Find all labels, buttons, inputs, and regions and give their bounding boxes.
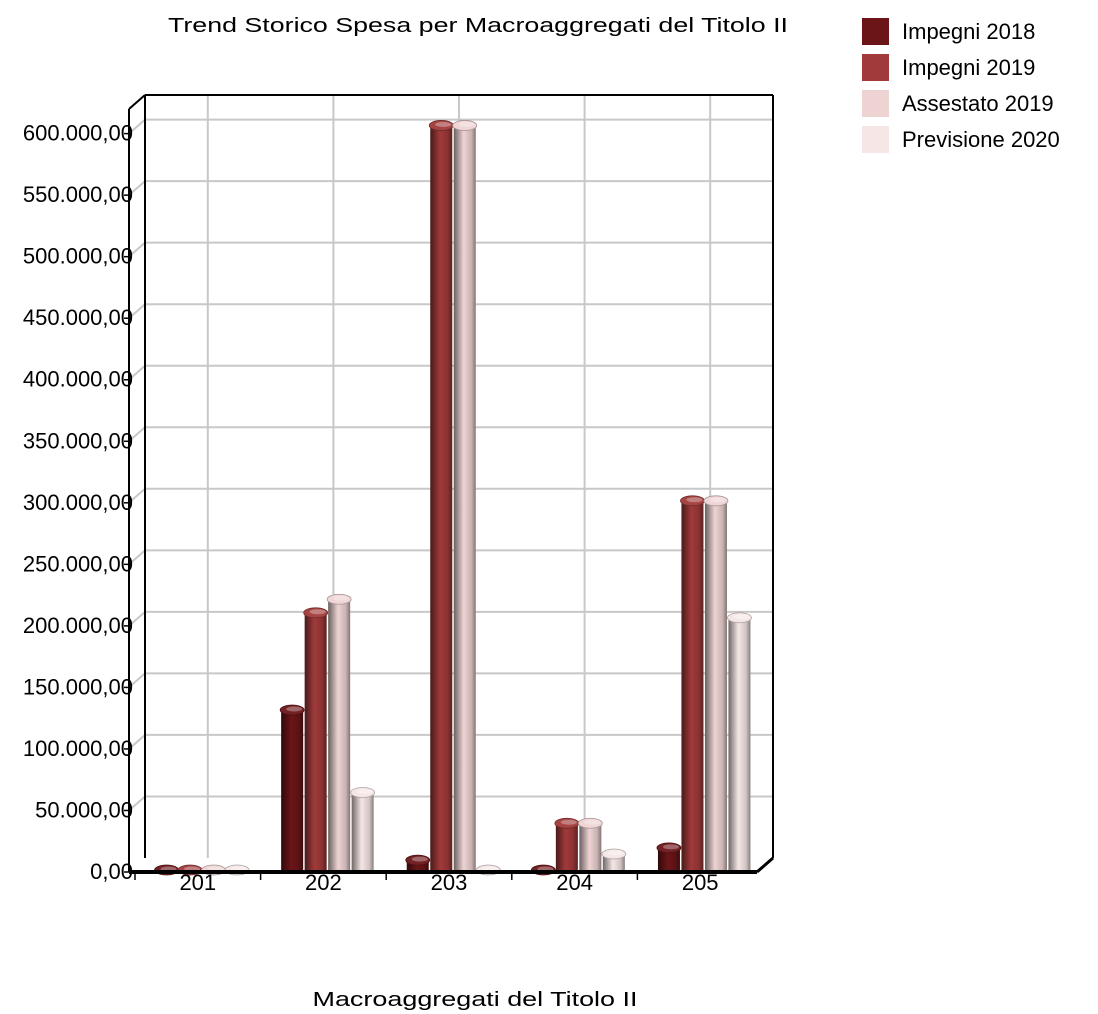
- bar-body: [281, 710, 304, 870]
- bar-body: [304, 612, 327, 870]
- bar-body: [328, 599, 351, 870]
- bar-body: [657, 847, 680, 870]
- legend-swatch: [862, 18, 889, 45]
- y-gridline-depth: [128, 549, 146, 566]
- y-gridline-depth: [128, 672, 146, 689]
- bar-cap-highlight: [458, 121, 475, 127]
- bar-body: [704, 500, 727, 870]
- legend-label: Previsione 2020: [902, 127, 1060, 152]
- legend-swatch: [862, 90, 889, 117]
- x-tick-label: 204: [556, 870, 593, 895]
- chart-title: Trend Storico Spesa per Macroaggregati d…: [168, 15, 788, 37]
- y-tick-label: 300.000,00: [23, 490, 133, 515]
- bar-cap-highlight: [607, 850, 624, 856]
- x-axis: 201 202 203 204 205: [134, 870, 719, 895]
- bar-cap-highlight: [686, 497, 703, 503]
- x-tick-label: 203: [431, 870, 468, 895]
- y-gridline-depth: [128, 180, 146, 196]
- y-axis: 0,0050.000,00100.000,00150.000,00200.000…: [23, 121, 133, 884]
- frame-depth-top: [128, 94, 146, 110]
- bar: [452, 120, 478, 871]
- bar-cap-highlight: [333, 595, 350, 601]
- bar: [554, 817, 580, 870]
- legend-label: Impegni 2018: [902, 19, 1035, 44]
- bar-cap-highlight: [733, 614, 750, 620]
- bar-body: [555, 823, 578, 870]
- y-gridline-depth: [128, 426, 146, 443]
- legend-item: Impegni 2018: [862, 18, 1035, 45]
- bar: [279, 704, 305, 870]
- y-tick-label: 600.000,00: [23, 121, 133, 146]
- legend-label: Impegni 2019: [902, 55, 1035, 80]
- y-gridline-depth: [128, 118, 146, 135]
- bar-cap-highlight: [709, 497, 726, 503]
- bar-cap-highlight: [286, 706, 303, 712]
- bar-body: [681, 500, 704, 870]
- bar-cap-highlight: [662, 844, 679, 850]
- bar-cap-highlight: [435, 121, 452, 127]
- chart-bars: [154, 120, 752, 876]
- bar: [350, 787, 376, 870]
- y-tick-label: 500.000,00: [23, 244, 133, 269]
- y-gridline-depth: [128, 795, 146, 812]
- y-tick-label: 100.000,00: [23, 736, 133, 761]
- bar-cap-highlight: [560, 819, 577, 825]
- frame-floor-right: [756, 856, 774, 874]
- y-tick-label: 150.000,00: [23, 674, 133, 699]
- y-gridline-depth: [128, 488, 146, 504]
- bar-cap-highlight: [356, 788, 373, 794]
- y-tick-label: 350.000,00: [23, 428, 133, 453]
- legend-swatch: [862, 54, 889, 81]
- chart-frame: [128, 94, 774, 874]
- bar-body: [579, 823, 602, 870]
- bar: [656, 842, 682, 870]
- bar: [727, 612, 752, 870]
- bar-body: [430, 125, 453, 871]
- x-tick-label: 202: [305, 870, 342, 895]
- bar: [680, 495, 705, 870]
- x-axis-label: Macroaggregati del Titolo II: [313, 989, 638, 1011]
- bar: [428, 120, 454, 871]
- y-tick-label: 400.000,00: [23, 367, 133, 392]
- bar: [601, 848, 627, 870]
- y-tick-label: 550.000,00: [23, 182, 133, 207]
- y-gridline-depth: [128, 611, 146, 627]
- y-tick-label: 250.000,00: [23, 551, 133, 576]
- y-tick-label: 200.000,00: [23, 613, 133, 638]
- bar: [577, 817, 603, 870]
- bar-body: [728, 617, 751, 870]
- legend-item: Assestato 2019: [862, 90, 1054, 117]
- y-tick-label: 450.000,00: [23, 305, 133, 330]
- legend-item: Impegni 2019: [862, 54, 1035, 81]
- bar: [303, 607, 329, 870]
- bar-cap-highlight: [411, 856, 428, 862]
- bar-cap-highlight: [584, 819, 601, 825]
- bar: [326, 593, 352, 870]
- y-tick-label: 50.000,00: [35, 797, 133, 822]
- x-tick-label: 201: [179, 870, 216, 895]
- legend-label: Assestato 2019: [902, 91, 1054, 116]
- legend-item: Previsione 2020: [862, 126, 1060, 153]
- x-tick-label: 205: [682, 870, 719, 895]
- y-gridline-depth: [128, 364, 146, 381]
- y-gridline-depth: [128, 241, 146, 258]
- bar-body: [453, 125, 476, 871]
- bar: [405, 854, 431, 870]
- legend-swatch: [862, 126, 889, 153]
- y-gridline-depth: [128, 734, 146, 750]
- bar: [703, 495, 729, 870]
- y-gridline-depth: [128, 303, 146, 319]
- chart-legend: Impegni 2018 Impegni 2019 Assestato 2019 Pr…: [862, 18, 1060, 153]
- bar-cap-highlight: [309, 609, 326, 615]
- bar-body: [351, 792, 374, 870]
